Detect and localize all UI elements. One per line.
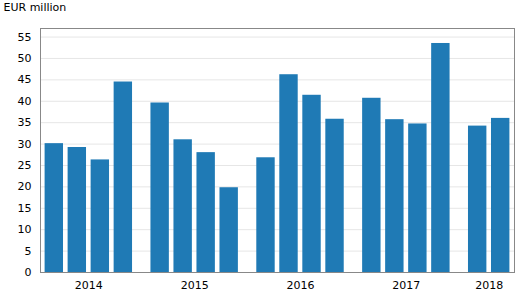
svg-text:30: 30 — [18, 138, 32, 151]
svg-text:EUR million: EUR million — [4, 1, 67, 14]
svg-text:2014: 2014 — [75, 279, 103, 292]
svg-text:25: 25 — [18, 159, 32, 172]
svg-text:40: 40 — [18, 95, 32, 108]
svg-text:50: 50 — [18, 52, 32, 65]
svg-text:35: 35 — [18, 116, 32, 129]
svg-text:2017: 2017 — [392, 279, 420, 292]
svg-text:0: 0 — [25, 266, 32, 279]
svg-text:45: 45 — [18, 73, 32, 86]
svg-text:20: 20 — [18, 180, 32, 193]
svg-text:2016: 2016 — [287, 279, 315, 292]
svg-text:15: 15 — [18, 202, 32, 215]
svg-text:10: 10 — [18, 223, 32, 236]
svg-text:2015: 2015 — [181, 279, 209, 292]
svg-text:55: 55 — [18, 31, 32, 44]
svg-text:5: 5 — [25, 245, 32, 258]
svg-text:2018: 2018 — [475, 279, 503, 292]
